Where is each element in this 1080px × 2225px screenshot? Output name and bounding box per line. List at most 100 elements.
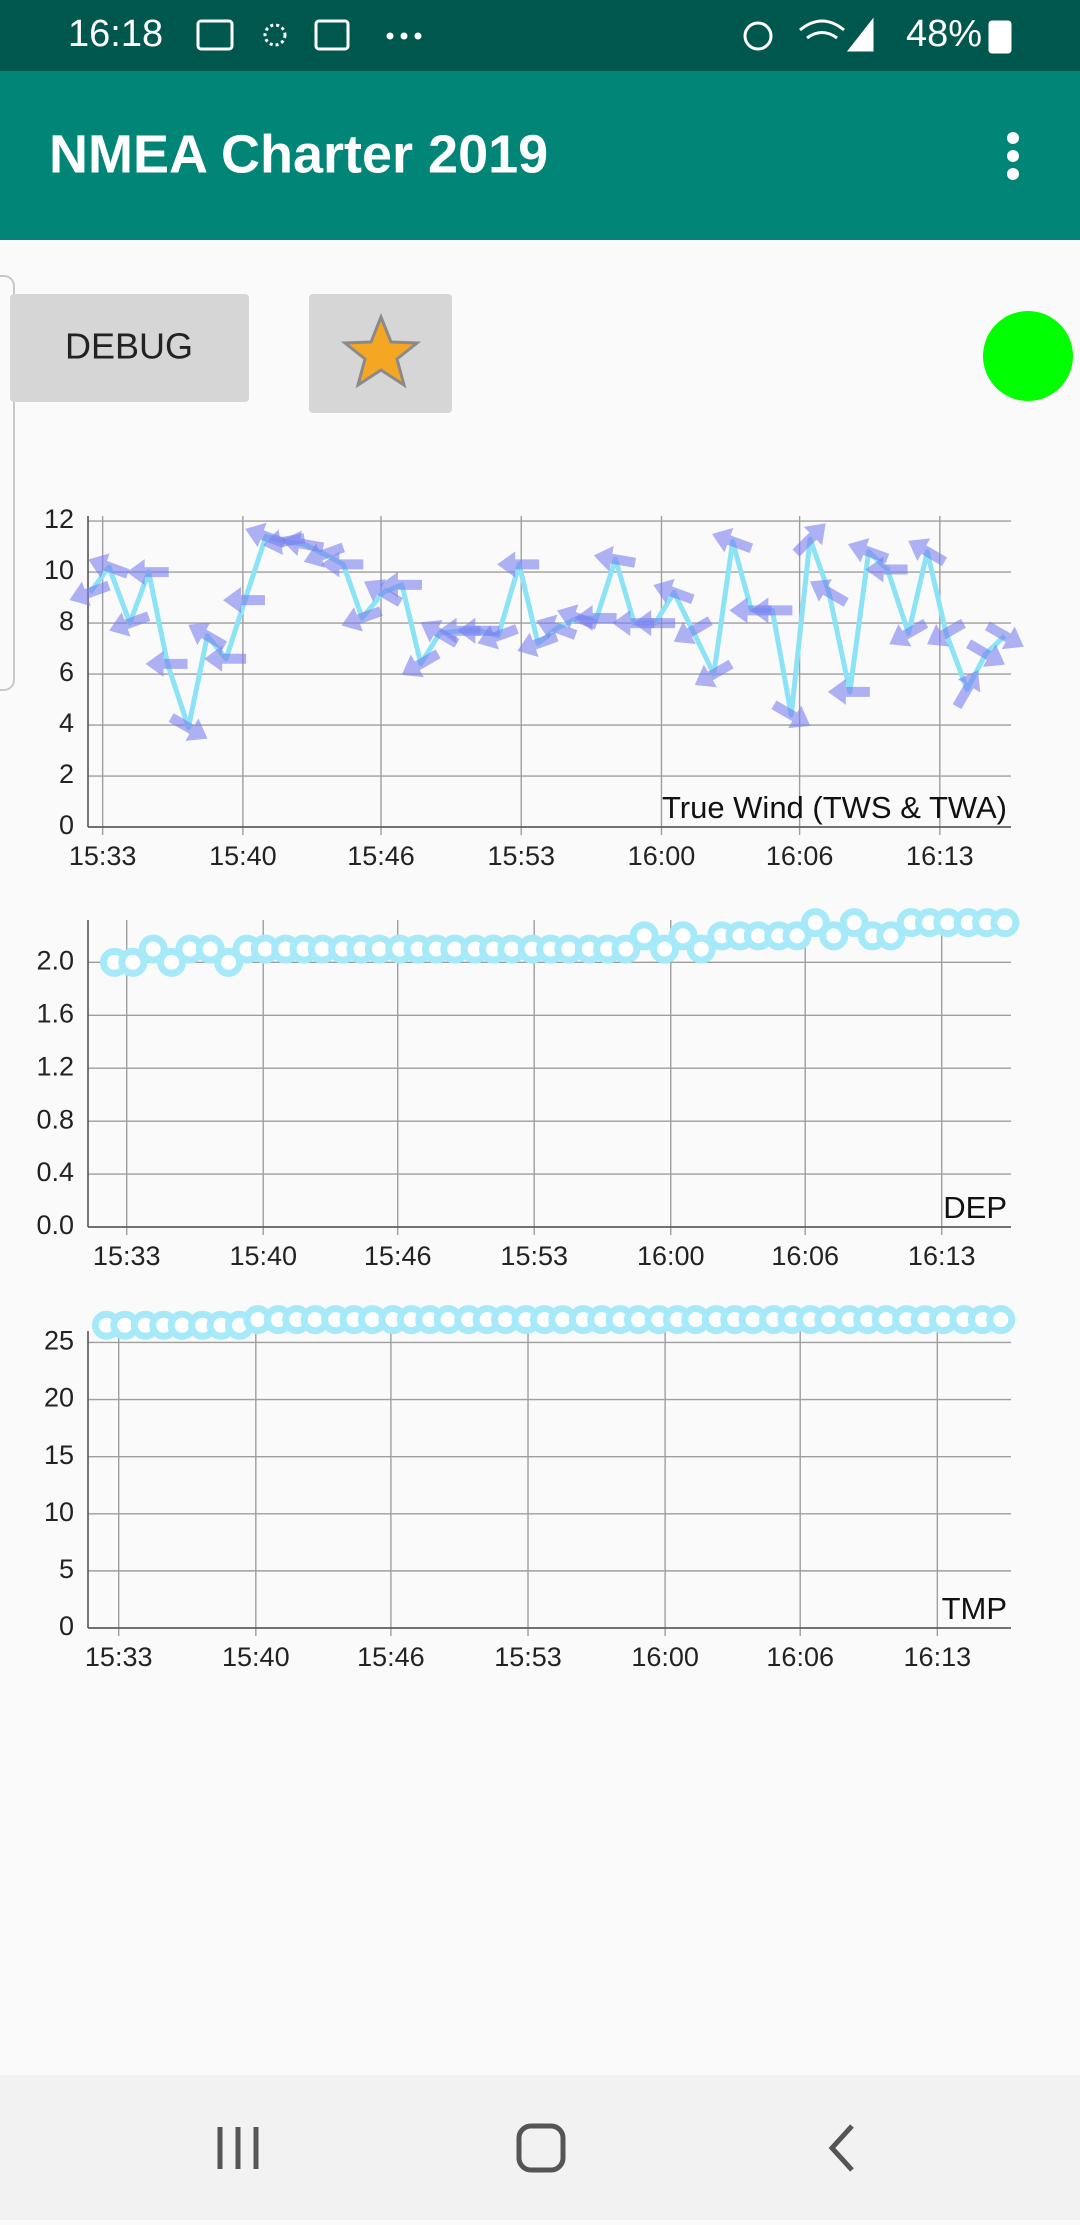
wind-arrow: [401, 649, 441, 678]
arrow-head: [908, 538, 931, 561]
arrow-shaft: [80, 580, 111, 600]
wind-arrow: [792, 523, 826, 557]
wind-arrow: [927, 618, 966, 647]
x-tick-label: 15:33: [93, 1241, 161, 1271]
nav-bar: [0, 2075, 1080, 2220]
arrow-head: [321, 551, 340, 578]
point: [990, 908, 1020, 938]
arrow-head: [303, 543, 326, 568]
wind-arrow: [908, 538, 948, 567]
arrow-head: [803, 523, 826, 546]
point: [650, 934, 680, 964]
x-tick-label: 16:13: [904, 1642, 972, 1672]
arrow-head: [750, 597, 769, 624]
y-tick-label: 6: [59, 657, 74, 687]
arrow-shaft: [99, 559, 130, 579]
y-tick-label: 5: [59, 1554, 74, 1584]
arrow-head: [145, 650, 164, 677]
arrow-shaft: [683, 616, 713, 640]
debug-label[interactable]: DEBUG: [65, 326, 193, 367]
point: [800, 908, 830, 938]
arrow-head: [574, 604, 593, 631]
arrow-head: [457, 617, 476, 644]
point: [118, 947, 148, 977]
status-bar: [0, 0, 1080, 71]
wind-arrow: [865, 556, 908, 583]
arrow-head: [536, 614, 558, 640]
x-tick-label: 15:53: [487, 841, 555, 871]
arrow-head: [204, 645, 223, 672]
wind-arrow: [574, 604, 617, 631]
wind-arrow: [379, 571, 422, 598]
arrow-shaft: [197, 627, 228, 651]
x-tick-label: 16:13: [906, 841, 974, 871]
wind-arrow: [88, 553, 130, 579]
wind-arrow: [889, 618, 929, 647]
arrow-shaft: [984, 621, 1015, 645]
x-tick-label: 15:40: [229, 1241, 297, 1271]
nav-icons[interactable]: [217, 2123, 854, 2173]
y-tick-label: 10: [44, 1497, 74, 1527]
wind-arrow: [633, 610, 676, 637]
arrow-head: [927, 624, 950, 647]
chart-title: DEP: [943, 1190, 1007, 1225]
arrow-shaft: [294, 537, 325, 553]
wind-arrow: [593, 545, 636, 572]
overflow-menu[interactable]: [1007, 132, 1019, 180]
arrow-head: [889, 624, 912, 647]
arrow-head: [653, 578, 675, 604]
arrow-shaft: [315, 542, 346, 562]
wind-arrow: [966, 639, 1005, 667]
arrow-shaft: [792, 529, 820, 557]
arrow-head: [281, 530, 302, 557]
arrow-shaft: [966, 639, 996, 662]
x-tick-label: 15:46: [347, 841, 415, 871]
x-tick-label: 16:06: [766, 1642, 834, 1672]
x-tick-label: 15:33: [85, 1642, 153, 1672]
arrow-head: [109, 612, 131, 637]
arrow-head: [517, 632, 539, 658]
x-tick-label: 16:13: [908, 1241, 976, 1271]
wind-arrow: [952, 670, 981, 710]
x-tick-label: 16:00: [628, 841, 696, 871]
arrow-head: [263, 529, 284, 555]
y-tick-label: 0: [59, 1611, 74, 1641]
y-tick-label: 0: [59, 810, 74, 840]
arrow-head: [982, 644, 1005, 667]
arrow-shaft: [606, 553, 636, 568]
x-tick-label: 15:40: [209, 841, 277, 871]
arrow-head: [245, 522, 267, 548]
debug-button[interactable]: DEBUG: [10, 294, 249, 402]
status-battery: 48%: [906, 13, 982, 55]
favorite-button[interactable]: [309, 294, 452, 413]
point: [986, 1305, 1016, 1335]
point: [138, 934, 168, 964]
wind-arrow: [517, 631, 559, 658]
arrow-head: [865, 556, 884, 583]
arrow-head: [185, 718, 208, 741]
point: [195, 934, 225, 964]
arrow-shaft: [547, 620, 578, 640]
wind-arrow: [69, 580, 111, 607]
arrow-shaft: [723, 534, 754, 554]
chart: 0 5 10 15 20 25 15:33 15:40 15:46 15:53 16:00 16:06…: [44, 1305, 1016, 1672]
wind-arrow: [341, 606, 383, 632]
arrow-head: [477, 624, 499, 650]
arrow-shaft: [899, 618, 929, 642]
arrow-head: [126, 559, 145, 586]
wind-arrow: [809, 579, 849, 607]
x-tick-label: 15:53: [494, 1642, 562, 1672]
arrow-head: [420, 620, 443, 643]
arrow-head: [673, 621, 696, 644]
arrow-head: [957, 670, 981, 693]
wind-arrow: [984, 621, 1024, 650]
wind-arrow: [694, 659, 734, 688]
x-tick-label: 16:06: [766, 841, 834, 871]
app-bar: [0, 71, 1080, 240]
point: [819, 921, 849, 951]
arrow-head: [633, 610, 652, 637]
status-indicator: [983, 311, 1073, 401]
wind-arrow: [536, 614, 578, 640]
arrow-shaft: [819, 584, 849, 607]
